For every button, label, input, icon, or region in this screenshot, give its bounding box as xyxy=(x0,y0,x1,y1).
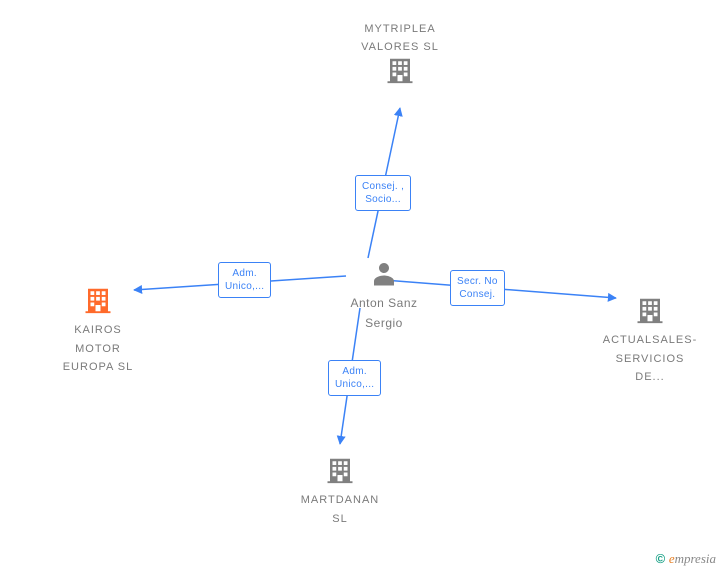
node-label: MOTOR xyxy=(38,342,158,356)
node-label: KAIROS xyxy=(38,323,158,337)
node-label: EUROPA SL xyxy=(38,360,158,374)
building-icon xyxy=(635,295,665,325)
company-node-left[interactable]: KAIROS MOTOR EUROPA SL xyxy=(38,285,158,374)
node-label: SL xyxy=(280,512,400,526)
node-label: VALORES SL xyxy=(340,40,460,54)
node-label: MYTRIPLEA xyxy=(340,22,460,36)
edge-label: Adm.Unico,... xyxy=(328,360,381,396)
person-icon xyxy=(369,258,399,288)
copyright-symbol: © xyxy=(656,551,666,566)
watermark: © empresia xyxy=(656,551,716,567)
building-icon xyxy=(325,455,355,485)
edge-label: Consej. ,Socio... xyxy=(355,175,411,211)
building-icon xyxy=(385,55,415,85)
node-label: MARTDANAN xyxy=(280,493,400,507)
node-label: SERVICIOS xyxy=(590,352,710,366)
node-label: ACTUALSALES- xyxy=(590,333,710,347)
company-node-top[interactable]: MYTRIPLEA VALORES SL xyxy=(340,18,460,89)
building-icon xyxy=(83,285,113,315)
edge-label: Secr. NoConsej. xyxy=(450,270,505,306)
company-node-bottom[interactable]: MARTDANAN SL xyxy=(280,455,400,526)
edge-label: Adm.Unico,... xyxy=(218,262,271,298)
brand-rest: mpresia xyxy=(675,551,716,566)
center-label-2: Sergio xyxy=(344,316,424,332)
center-node[interactable]: Anton Sanz Sergio xyxy=(344,258,424,331)
node-label: DE... xyxy=(590,370,710,384)
center-label-1: Anton Sanz xyxy=(344,296,424,312)
company-node-right[interactable]: ACTUALSALES- SERVICIOS DE... xyxy=(590,295,710,384)
